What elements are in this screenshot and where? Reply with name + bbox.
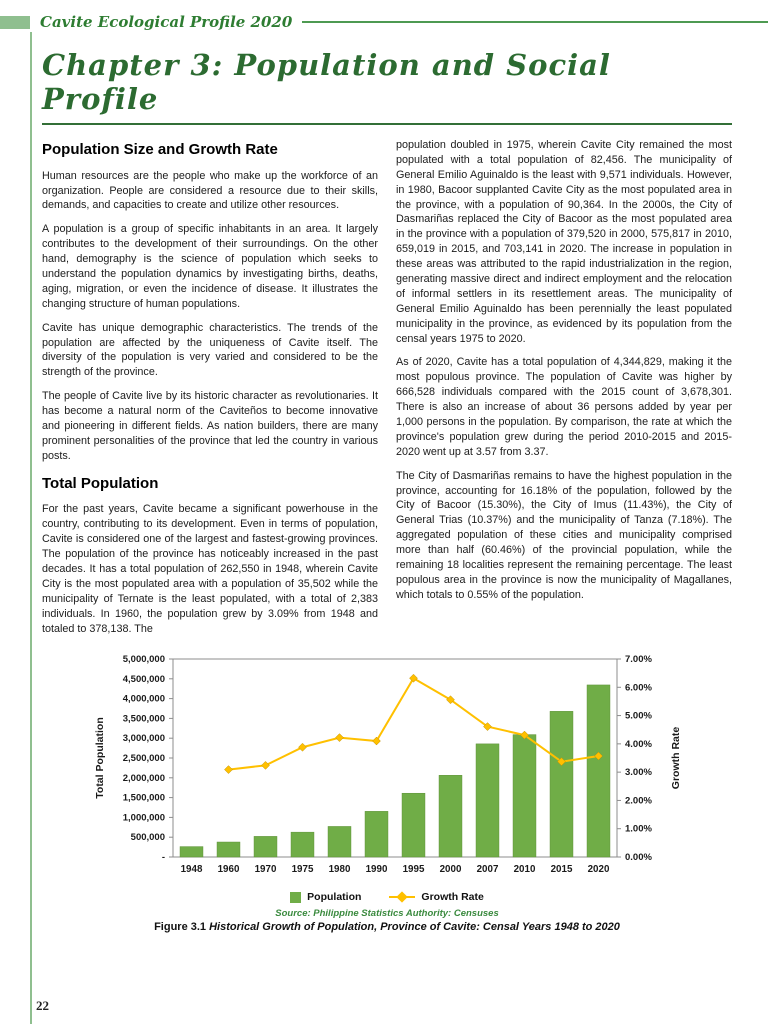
legend-item-population: Population xyxy=(290,891,361,903)
svg-text:2.00%: 2.00% xyxy=(625,796,652,807)
figure-caption-title: Historical Growth of Population, Provinc… xyxy=(209,921,620,934)
right-column: population doubled in 1975, wherein Cavi… xyxy=(396,138,732,645)
svg-text:7.00%: 7.00% xyxy=(625,654,652,665)
header-rule xyxy=(302,21,768,23)
figure-caption: Figure 3.1 Historical Growth of Populati… xyxy=(42,921,732,933)
svg-text:1948: 1948 xyxy=(181,864,203,875)
svg-text:1970: 1970 xyxy=(255,864,277,875)
left-margin-rule xyxy=(30,32,32,1024)
document-header: Cavite Ecological Profile 2020 xyxy=(0,12,768,32)
legend-item-growth-rate: Growth Rate xyxy=(389,891,484,904)
section-heading-population-size: Population Size and Growth Rate xyxy=(42,141,278,158)
svg-text:4,000,000: 4,000,000 xyxy=(123,694,165,705)
legend-label-population: Population xyxy=(307,891,362,904)
svg-text:1980: 1980 xyxy=(329,864,351,875)
diamond-marker xyxy=(396,891,409,904)
svg-text:2000: 2000 xyxy=(440,864,462,875)
paragraph: For the past years, Cavite became a sign… xyxy=(42,503,378,635)
paragraph: Human resources are the people who make … xyxy=(42,169,378,212)
svg-text:2010: 2010 xyxy=(514,864,536,875)
paragraph: population doubled in 1975, wherein Cavi… xyxy=(396,139,732,345)
svg-text:5,000,000: 5,000,000 xyxy=(123,654,165,665)
svg-text:1.00%: 1.00% xyxy=(625,824,652,835)
paragraph: As of 2020, Cavite has a total populatio… xyxy=(396,356,732,458)
svg-text:5.00%: 5.00% xyxy=(625,711,652,722)
figure-source: Source: Philippine Statistics Authority:… xyxy=(275,908,499,920)
svg-text:2007: 2007 xyxy=(477,864,499,875)
header-accent-block xyxy=(0,15,30,29)
paragraph: The people of Cavite live by its histori… xyxy=(42,390,378,462)
figure-3-1: - 500,000 1,000,000 1,500,000 2,000,000 2,500… xyxy=(42,649,732,933)
population-bar-swatch-icon xyxy=(290,891,302,903)
svg-text:1975: 1975 xyxy=(292,864,314,875)
svg-text:1990: 1990 xyxy=(366,864,388,875)
chart-legend: Population Growth Rate xyxy=(42,891,732,903)
svg-text:2,500,000: 2,500,000 xyxy=(123,753,165,764)
document-title: Cavite Ecological Profile 2020 xyxy=(40,13,293,31)
figure-caption-label: Figure 3.1 xyxy=(154,921,207,934)
two-column-body: Population Size and Growth Rate Human re… xyxy=(42,138,732,645)
svg-text:4.00%: 4.00% xyxy=(625,739,652,750)
growth-rate-line-swatch-icon xyxy=(389,891,416,904)
chapter-title: Chapter 3: Population and Social Profile xyxy=(42,44,732,125)
svg-text:3,000,000: 3,000,000 xyxy=(123,734,165,745)
svg-text:4,500,000: 4,500,000 xyxy=(123,674,165,685)
svg-text:0.00%: 0.00% xyxy=(625,852,652,863)
svg-text:3.00%: 3.00% xyxy=(625,768,652,779)
population-growth-chart: - 500,000 1,000,000 1,500,000 2,000,000 2,500… xyxy=(42,649,732,891)
svg-text:3,500,000: 3,500,000 xyxy=(123,714,165,725)
svg-text:500,000: 500,000 xyxy=(131,833,165,844)
svg-text:Total Population: Total Population xyxy=(94,718,106,799)
svg-text:Growth Rate: Growth Rate xyxy=(670,727,682,790)
svg-text:1,000,000: 1,000,000 xyxy=(123,813,165,824)
paragraph: The City of Dasmariñas remains to have t… xyxy=(396,469,732,601)
svg-text:1,500,000: 1,500,000 xyxy=(123,793,165,804)
svg-text:2,000,000: 2,000,000 xyxy=(123,773,165,784)
paragraph: A population is a group of specific inha… xyxy=(42,223,378,310)
svg-text:1995: 1995 xyxy=(403,864,425,875)
legend-label-growth-rate: Growth Rate xyxy=(421,891,484,904)
section-heading-total-population: Total Population xyxy=(42,474,159,492)
svg-text:1960: 1960 xyxy=(218,864,240,875)
page-number: 22 xyxy=(36,998,49,1013)
left-column: Population Size and Growth Rate Human re… xyxy=(42,138,378,645)
svg-text:2015: 2015 xyxy=(551,864,573,875)
paragraph: Cavite has unique demographic characteri… xyxy=(42,321,378,379)
svg-text:6.00%: 6.00% xyxy=(625,683,652,694)
svg-text:2020: 2020 xyxy=(588,864,610,875)
svg-text:-: - xyxy=(162,852,165,863)
